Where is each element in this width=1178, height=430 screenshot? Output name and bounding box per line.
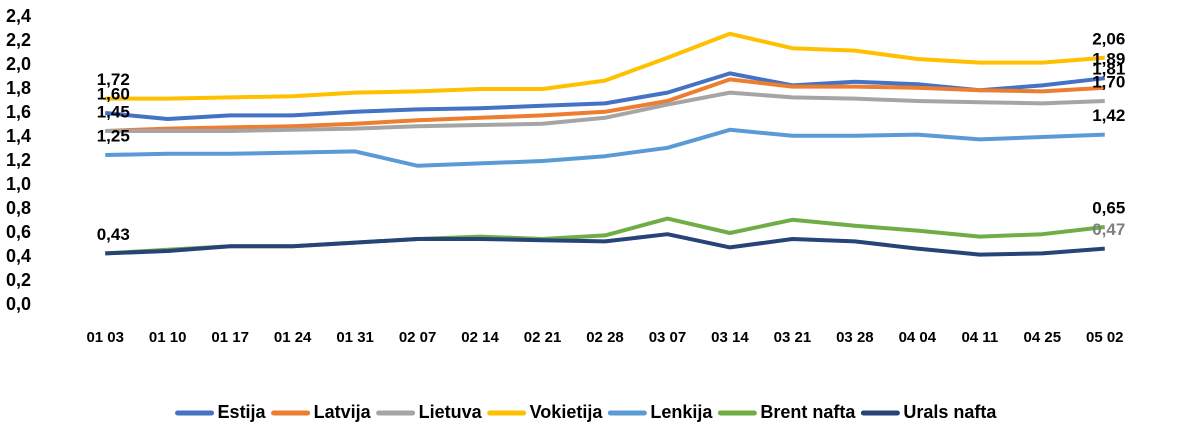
legend-label: Lietuva — [419, 402, 483, 422]
y-tick-label: 0,4 — [6, 246, 31, 266]
x-tick-label: 02 14 — [461, 329, 499, 346]
value-label: 1,70 — [1092, 72, 1125, 91]
value-label: 0,65 — [1092, 198, 1125, 217]
value-label: 1,81 — [1092, 59, 1125, 78]
x-tick-label: 05 02 — [1086, 329, 1124, 346]
x-tick-label: 03 14 — [711, 329, 749, 346]
value-label: 1,45 — [97, 102, 130, 121]
value-label: 0,47 — [1092, 220, 1125, 239]
value-label: 2,06 — [1092, 29, 1125, 48]
x-tick-label: 01 03 — [86, 329, 124, 346]
x-tick-label: 03 21 — [774, 329, 812, 346]
value-label: 1,42 — [1092, 106, 1125, 125]
legend-label: Estija — [218, 402, 267, 422]
y-tick-label: 2,2 — [6, 30, 31, 50]
y-tick-label: 2,0 — [6, 54, 31, 74]
x-tick-label: 02 07 — [399, 329, 437, 346]
x-tick-label: 01 24 — [274, 329, 312, 346]
series-line — [105, 232, 1105, 257]
legend-label: Vokietija — [530, 402, 604, 422]
value-label: 1,25 — [97, 126, 130, 145]
x-tick-label: 01 17 — [211, 329, 249, 346]
x-tick-label: 03 07 — [649, 329, 687, 346]
series-line — [105, 127, 1105, 168]
x-tick-label: 04 04 — [899, 329, 937, 346]
value-label: 1,72 — [97, 70, 130, 89]
series-line — [105, 31, 1105, 101]
legend-label: Lenkija — [650, 402, 713, 422]
y-tick-label: 0,8 — [6, 198, 31, 218]
x-tick-label: 04 25 — [1024, 329, 1062, 346]
y-tick-label: 1,8 — [6, 78, 31, 98]
y-tick-label: 1,0 — [6, 174, 31, 194]
x-tick-label: 04 11 — [961, 329, 998, 346]
legend-label: Urals nafta — [903, 402, 997, 422]
series-line — [105, 77, 1105, 133]
y-tick-label: 1,4 — [6, 126, 31, 146]
y-tick-label: 0,6 — [6, 222, 31, 242]
y-tick-label: 0,2 — [6, 270, 31, 290]
x-tick-label: 02 21 — [524, 329, 562, 346]
series-line — [105, 90, 1105, 133]
legend-label: Brent nafta — [760, 402, 856, 422]
y-tick-label: 2,4 — [6, 6, 31, 26]
value-label: 0,43 — [97, 225, 130, 244]
y-tick-label: 1,2 — [6, 150, 31, 170]
legend-label: Latvija — [314, 402, 372, 422]
value-label: 1,89 — [1092, 50, 1125, 69]
value-label: 1,60 — [97, 84, 130, 103]
y-tick-label: 1,6 — [6, 102, 31, 122]
x-tick-label: 01 10 — [149, 329, 187, 346]
series-line — [105, 71, 1105, 121]
x-tick-label: 03 28 — [836, 329, 874, 346]
x-tick-label: 01 31 — [336, 329, 374, 346]
x-tick-label: 02 28 — [586, 329, 624, 346]
y-tick-label: 0,0 — [6, 294, 31, 314]
